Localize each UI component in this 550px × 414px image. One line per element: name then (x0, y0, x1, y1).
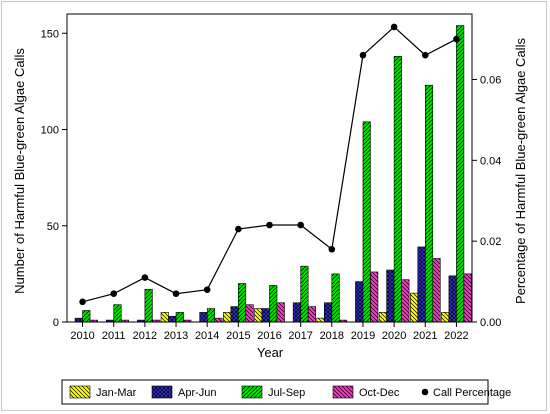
x-tick-label: 2018 (320, 330, 344, 342)
bar-oct-dec-2017 (307, 306, 316, 323)
bar-apr-jun-2022 (448, 275, 457, 323)
bar-jul-sep-2016 (269, 285, 278, 323)
bar-jul-sep-2010 (82, 310, 91, 323)
bar-apr-jun-2019 (355, 281, 364, 323)
x-tick-label: 2013 (164, 330, 188, 342)
call-percentage-point-2017 (297, 221, 304, 229)
call-percentage-point-2010 (79, 298, 86, 306)
x-tick-label: 2010 (70, 330, 94, 342)
bar-apr-jun-2010 (74, 317, 83, 323)
bar-apr-jun-2020 (386, 269, 395, 323)
x-tick-label: 2015 (226, 330, 250, 342)
bar-apr-jun-2015 (230, 306, 239, 323)
legend-swatch-jul-sep (241, 385, 263, 399)
bar-oct-dec-2020 (401, 279, 410, 323)
bar-jan-mar-2015 (223, 312, 232, 323)
x-tick-label: 2011 (102, 330, 126, 342)
plot-area-border (66, 13, 473, 323)
call-percentage-point-2015 (235, 225, 242, 233)
bar-jul-sep-2015 (238, 283, 247, 323)
x-tick-label: 2014 (195, 330, 219, 342)
x-tick-label: 2021 (413, 330, 437, 342)
y-axis-title: Number of Harmful Blue-green Algae Calls (12, 48, 27, 294)
bar-apr-jun-2021 (417, 246, 426, 323)
bar-jan-mar-2020 (378, 312, 387, 323)
x-tick-label: 2017 (288, 330, 312, 342)
call-percentage-point-2020 (390, 23, 398, 31)
x-axis-title: Year (257, 345, 284, 360)
bar-jan-mar-2022 (441, 312, 450, 323)
legend: Jan-Mar Apr-Jun Jul-Sep Oct-Dec Call Percent… (61, 379, 511, 405)
legend-swatch-jan-mar (69, 385, 91, 399)
legend-label-call-percentage: Call Percentage (433, 387, 511, 399)
call-percentage-point-2011 (110, 290, 118, 298)
legend-box (61, 379, 489, 405)
bar-jan-mar-2016 (254, 308, 263, 323)
y2-tick-label: 0.04 (480, 155, 501, 167)
bar-oct-dec-2019 (370, 271, 379, 323)
bar-jul-sep-2020 (393, 56, 402, 323)
bar-jul-sep-2021 (424, 84, 434, 323)
legend-marker-call-percentage (421, 388, 429, 396)
bar-jan-mar-2018 (316, 317, 325, 323)
bar-jul-sep-2011 (113, 304, 122, 323)
bar-oct-dec-2015 (245, 304, 254, 323)
x-tick-label: 2022 (444, 330, 468, 342)
call-percentage-point-2021 (421, 51, 429, 59)
bar-apr-jun-2017 (292, 302, 301, 323)
legend-label-apr-jun: Apr-Jun (178, 387, 217, 399)
x-tick-label: 2020 (382, 330, 406, 342)
x-tick-label: 2019 (351, 330, 375, 342)
x-tick-label: 2012 (133, 330, 157, 342)
legend-label-jul-sep: Jul-Sep (268, 387, 305, 399)
bar-apr-jun-2018 (324, 302, 333, 323)
bar-jul-sep-2012 (144, 288, 153, 323)
call-percentage-point-2016 (266, 221, 273, 229)
bar-jul-sep-2019 (362, 121, 371, 323)
bar-oct-dec-2016 (276, 302, 285, 323)
legend-swatch-apr-jun (151, 385, 173, 399)
call-percentage-point-2014 (203, 286, 211, 293)
bar-jul-sep-2017 (300, 265, 309, 323)
call-percentage-point-2022 (453, 35, 460, 43)
y2-tick-label: 0.00 (480, 317, 501, 329)
call-percentage-point-2012 (141, 274, 149, 281)
bar-apr-jun-2013 (168, 315, 177, 323)
call-percentage-point-2013 (172, 290, 180, 298)
axes-layer (66, 13, 473, 323)
bar-oct-dec-2021 (432, 258, 441, 323)
legend-label-jan-mar: Jan-Mar (96, 387, 137, 399)
y2-axis-title: Percentage of Harmful Blue-green Algae C… (513, 38, 528, 304)
bar-jan-mar-2021 (409, 292, 419, 323)
y-tick-label: 100 (41, 125, 59, 137)
bar-jul-sep-2018 (331, 273, 340, 323)
legend-label-oct-dec: Oct-Dec (359, 387, 400, 399)
y-tick-label: 150 (41, 28, 59, 40)
y-tick-label: 50 (47, 221, 59, 233)
bar-apr-jun-2016 (261, 308, 270, 323)
call-percentage-point-2019 (359, 51, 367, 59)
bar-jul-sep-2022 (456, 25, 465, 323)
bar-oct-dec-2014 (214, 317, 223, 323)
bars-layer (74, 25, 472, 323)
line-layer (79, 23, 460, 306)
call-percentage-point-2018 (328, 245, 336, 253)
ticks-layer: 0 50 100 150 0.00 0.02 0.04 0.06 2010 2011 2012 201… (41, 28, 502, 342)
legend-swatch-oct-dec (332, 385, 354, 399)
y-tick-label: 0 (53, 317, 59, 329)
bar-oct-dec-2022 (463, 273, 472, 323)
bar-jul-sep-2014 (206, 308, 215, 323)
bar-jan-mar-2013 (160, 312, 169, 323)
y2-tick-label: 0.02 (480, 236, 501, 248)
bar-jul-sep-2013 (175, 312, 184, 323)
bar-apr-jun-2014 (199, 312, 208, 323)
y2-tick-label: 0.06 (480, 74, 501, 86)
x-tick-label: 2016 (257, 330, 281, 342)
